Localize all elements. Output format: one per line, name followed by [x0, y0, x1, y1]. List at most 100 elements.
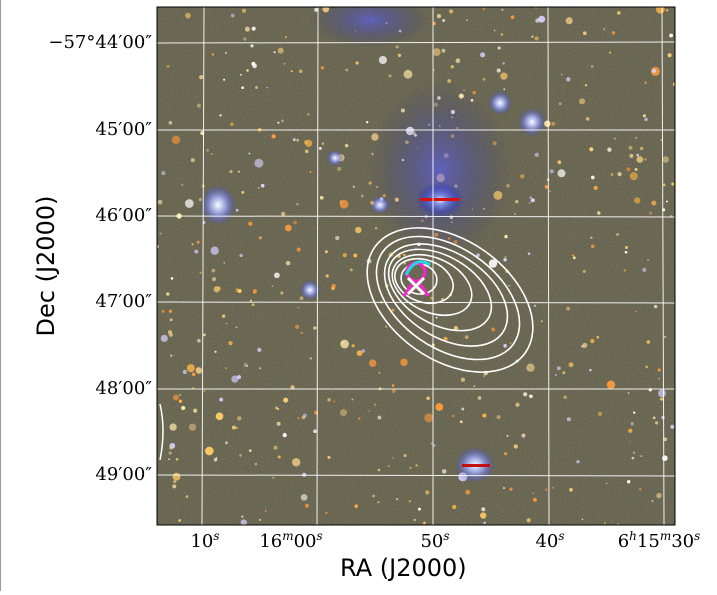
star-point: [280, 291, 284, 295]
star-point: [377, 468, 381, 472]
star-point: [325, 511, 328, 514]
star-point: [460, 377, 466, 382]
star-point: [520, 174, 525, 179]
star-point: [387, 465, 390, 467]
star-point: [565, 17, 573, 25]
star-point: [264, 510, 267, 512]
star-point: [480, 52, 486, 58]
grid-line: [157, 474, 675, 477]
star-point: [196, 103, 201, 108]
star-point: [566, 306, 570, 311]
grid-line: [547, 7, 550, 525]
grid-line: [157, 41, 675, 44]
star-point: [257, 186, 260, 189]
star-point: [551, 486, 554, 489]
star-point: [266, 86, 269, 89]
star-point: [190, 158, 195, 163]
star-point: [194, 249, 199, 254]
star-point: [181, 405, 186, 411]
star-point: [579, 98, 586, 105]
star-point: [563, 395, 568, 400]
star-point: [319, 195, 324, 200]
star-point: [509, 487, 513, 492]
grid-line: [157, 301, 675, 304]
star-point: [623, 268, 627, 272]
star-point: [643, 157, 647, 161]
star-point: [277, 455, 281, 459]
star-point: [597, 211, 601, 215]
ra-tick-label: 50s: [420, 529, 450, 552]
star-point: [450, 65, 454, 69]
star-left: [200, 185, 236, 225]
star-point: [403, 69, 413, 79]
star-point: [506, 434, 509, 437]
source-markers: [402, 260, 431, 297]
star-point: [178, 399, 183, 403]
ra-tick-label: 10s: [190, 529, 220, 552]
star-point: [605, 482, 608, 485]
dec-tick-label: 49′00″: [95, 464, 152, 485]
star-point: [166, 292, 170, 296]
star-point: [556, 366, 561, 371]
star-point: [449, 9, 454, 14]
star-point: [532, 497, 537, 502]
star-point: [340, 339, 349, 349]
star-point: [656, 7, 665, 14]
star-point: [225, 367, 227, 369]
star-point: [540, 320, 543, 323]
star-point: [251, 26, 256, 31]
contour-level: [387, 248, 493, 332]
star-point: [441, 48, 446, 53]
top-blue-cluster: [310, 7, 430, 48]
star-point: [635, 310, 638, 313]
star-point: [351, 344, 355, 348]
star-point: [248, 152, 251, 155]
star-point: [339, 199, 349, 209]
star-point: [629, 172, 638, 181]
star-point: [191, 243, 194, 246]
star-point: [313, 429, 317, 434]
star-point: [435, 316, 438, 319]
star-point: [391, 384, 395, 387]
star-point: [500, 33, 504, 36]
star-point: [617, 171, 622, 177]
star-point: [184, 199, 194, 208]
star-point: [295, 324, 300, 329]
star-point: [628, 145, 633, 150]
star-point: [168, 121, 173, 125]
star-point: [671, 182, 675, 186]
star-point: [277, 47, 284, 54]
star-point: [502, 487, 506, 490]
star-point: [639, 488, 642, 491]
star-point: [644, 117, 648, 122]
star-point: [168, 309, 173, 313]
star-point: [215, 457, 218, 460]
star-point: [513, 444, 518, 449]
star-point: [433, 444, 436, 447]
star-point: [584, 84, 588, 87]
star-point: [181, 183, 184, 186]
star-point: [665, 8, 669, 12]
star-point: [344, 143, 349, 148]
grid-line: [157, 215, 675, 218]
star-small-2: [300, 280, 320, 300]
star-point: [465, 489, 471, 495]
star-point: [560, 73, 563, 76]
star-point: [157, 199, 163, 205]
star-point: [254, 158, 264, 168]
dec-tick-label: 45′00″: [95, 119, 152, 140]
star-point: [435, 403, 444, 411]
star-point: [293, 220, 297, 225]
star-point: [211, 268, 216, 273]
star-point: [566, 417, 571, 422]
central-blue-haze: [370, 80, 510, 260]
star-point: [452, 504, 457, 510]
star-point: [482, 413, 487, 418]
star-point: [488, 259, 498, 268]
star-point: [531, 35, 534, 38]
star-point: [299, 296, 304, 301]
star-point: [590, 175, 595, 180]
star-point: [646, 340, 651, 344]
star-point: [172, 472, 181, 481]
